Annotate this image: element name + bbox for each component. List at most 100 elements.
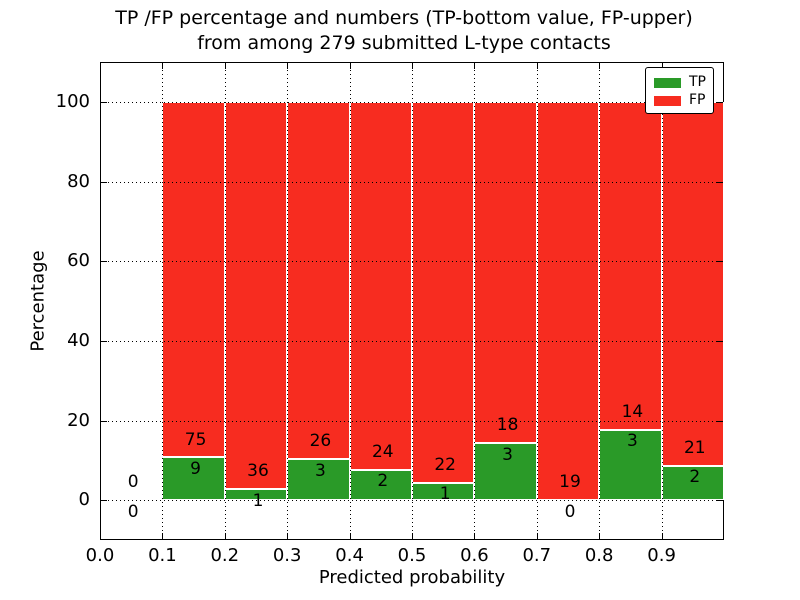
bar-segment-fp <box>349 101 412 470</box>
y-tick-mark-left <box>101 340 107 342</box>
x-tick-mark-top <box>599 63 601 69</box>
bar-segment-tp <box>474 443 537 501</box>
x-tick-mark-bottom <box>287 533 289 539</box>
annotation-tp-count: 9 <box>190 459 202 480</box>
x-tick-label: 0.3 <box>272 545 302 566</box>
gridline-vertical <box>349 62 351 540</box>
y-tick-mark-left <box>101 181 107 183</box>
bar-segment-fp <box>287 101 350 459</box>
x-tick-mark-top <box>412 63 413 69</box>
y-tick-label: 40 <box>67 329 90 351</box>
bar-segment-tp <box>349 469 412 501</box>
x-tick-mark-bottom <box>474 533 476 539</box>
gridline-vertical <box>224 62 226 540</box>
x-tick-mark-top <box>536 63 538 69</box>
x-tick-label: 0.8 <box>584 545 614 566</box>
x-tick-label: 0.7 <box>522 545 552 566</box>
y-tick-label: 60 <box>67 250 90 272</box>
y-tick-label: 0 <box>78 489 90 511</box>
x-tick-mark-top <box>661 63 663 69</box>
gridline-vertical <box>412 62 413 540</box>
gridline-vertical <box>536 62 538 540</box>
annotation-fp-count: 22 <box>434 454 457 475</box>
x-tick-mark-top <box>100 63 101 69</box>
x-tick-mark-top <box>474 63 476 69</box>
y-tick-mark-right <box>717 261 723 263</box>
y-tick-mark-left <box>101 261 107 263</box>
x-tick-mark-bottom <box>100 533 101 539</box>
y-tick-mark-left <box>101 500 107 502</box>
y-axis-label: Percentage <box>27 250 49 352</box>
annotation-tp-count: 0 <box>127 501 139 522</box>
legend-label-tp: TP <box>689 74 706 90</box>
annotation-tp-count: 1 <box>252 490 264 511</box>
annotation-fp-count: 21 <box>683 437 706 458</box>
bar-segment-tp <box>599 429 662 501</box>
y-tick-label: 80 <box>67 170 90 192</box>
x-tick-mark-bottom <box>162 533 164 539</box>
annotation-tp-count: 0 <box>564 501 576 522</box>
legend-entry-fp: FP <box>654 93 713 108</box>
legend-entry-tp: TP <box>654 75 713 90</box>
x-tick-label: 0.9 <box>647 545 676 566</box>
y-tick-mark-right <box>717 500 723 502</box>
y-tick-label: 100 <box>55 90 90 112</box>
bar-segment-fp <box>661 101 724 466</box>
x-tick-label: 0.0 <box>85 545 115 566</box>
x-tick-mark-bottom <box>349 533 351 539</box>
legend: TP FP <box>645 67 714 114</box>
x-tick-label: 0.1 <box>148 545 177 566</box>
bar-segment-fp <box>412 101 475 483</box>
annotation-fp-count: 24 <box>371 441 394 462</box>
tp-color-swatch <box>654 77 681 88</box>
annotation-fp-count: 14 <box>621 401 644 422</box>
x-tick-mark-top <box>162 63 164 69</box>
bar-segment-tp <box>661 465 724 501</box>
chart-title-line2: from among 279 submitted L-type contacts <box>197 32 611 54</box>
x-tick-mark-bottom <box>661 533 663 539</box>
gridline-vertical <box>661 62 663 540</box>
y-tick-mark-right <box>717 340 723 342</box>
bar-segment-fp <box>474 101 537 444</box>
annotation-fp-count: 75 <box>184 429 207 450</box>
annotation-fp-count: 36 <box>247 461 269 482</box>
annotation-tp-count: 3 <box>626 431 638 452</box>
x-tick-mark-top <box>349 63 351 69</box>
gridline-vertical <box>474 62 476 540</box>
annotation-tp-count: 2 <box>689 467 701 488</box>
annotation-tp-count: 1 <box>439 484 451 505</box>
bar-segment-tp <box>162 457 225 501</box>
x-tick-label: 0.6 <box>460 545 489 566</box>
x-tick-label: 0.4 <box>335 545 364 566</box>
annotation-tp-count: 2 <box>377 471 389 492</box>
x-tick-label: 0.2 <box>210 545 240 566</box>
x-tick-mark-bottom <box>224 533 226 539</box>
fp-color-swatch <box>654 95 681 106</box>
y-tick-mark-right <box>717 181 723 183</box>
legend-label-fp: FP <box>689 92 706 108</box>
bar-segment-fp <box>536 101 600 501</box>
bar-segment-fp <box>224 101 288 490</box>
x-tick-mark-bottom <box>599 533 601 539</box>
x-tick-label: 0.5 <box>397 545 427 566</box>
y-tick-mark-left <box>101 101 107 103</box>
annotation-fp-count: 26 <box>309 431 332 452</box>
annotation-fp-count: 0 <box>127 472 139 493</box>
chart-title-line1: TP /FP percentage and numbers (TP-bottom… <box>115 7 693 29</box>
gridline-vertical <box>162 62 164 540</box>
bar-segment-fp <box>599 101 662 430</box>
chart-title: TP /FP percentage and numbers (TP-bottom… <box>12 6 796 56</box>
x-tick-mark-bottom <box>536 533 538 539</box>
x-axis-label: Predicted probability <box>318 567 506 588</box>
annotation-tp-count: 3 <box>314 460 326 481</box>
bar-segment-fp <box>162 101 225 458</box>
y-tick-mark-right <box>717 420 723 422</box>
annotation-tp-count: 3 <box>502 444 514 465</box>
gridline-vertical <box>287 62 289 540</box>
gridline-vertical <box>599 62 601 540</box>
x-tick-mark-top <box>287 63 289 69</box>
x-tick-mark-bottom <box>412 533 413 539</box>
x-tick-mark-top <box>224 63 226 69</box>
y-tick-label: 20 <box>67 409 90 431</box>
